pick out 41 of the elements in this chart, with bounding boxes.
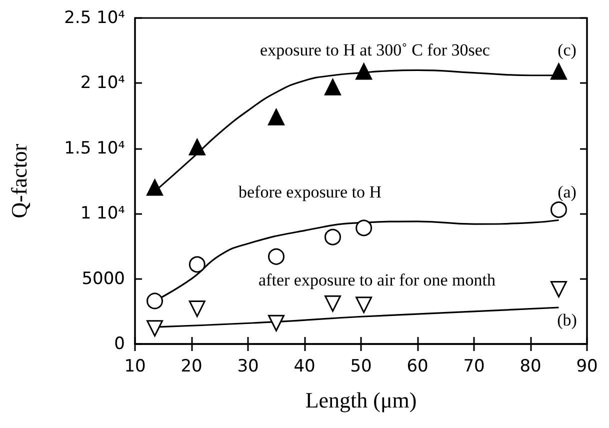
- y-tick-label: 1.5 10⁴: [64, 138, 126, 158]
- x-tick-label: 50: [350, 356, 372, 376]
- y-tick-label: 1 10⁴: [80, 204, 126, 224]
- annotation: (b): [557, 310, 577, 330]
- point: [188, 256, 206, 273]
- point: [324, 295, 341, 312]
- point: [268, 314, 284, 332]
- point: [324, 228, 341, 246]
- annotation: exposure to H at 300˚ C for 30sec: [260, 40, 490, 60]
- point: [188, 138, 206, 156]
- point: [550, 63, 567, 80]
- y-tick-label: 2 10⁴: [80, 73, 126, 94]
- point: [550, 280, 567, 298]
- x-tick-label: 80: [520, 356, 542, 376]
- point: [268, 108, 284, 126]
- point: [188, 300, 206, 318]
- annotation: after exposure to air for one month: [258, 270, 496, 290]
- x-axis-title: Length (μm): [305, 388, 417, 412]
- point: [356, 220, 372, 236]
- annotation: before exposure to H: [238, 182, 382, 202]
- x-tick-label: 20: [180, 356, 202, 376]
- y-tick-label: 0: [114, 334, 125, 354]
- point: [146, 320, 164, 337]
- y-tick-label: 5000: [82, 268, 125, 289]
- x-tick-label: 90: [576, 356, 598, 376]
- annotation: (c): [558, 40, 576, 60]
- y-axis-title: Q-factor: [6, 143, 32, 218]
- x-tick-label: 30: [237, 356, 259, 376]
- point: [550, 201, 567, 218]
- x-tick-label: 10: [124, 356, 146, 376]
- point: [356, 63, 372, 80]
- point: [146, 179, 164, 196]
- y-tick-label: 2.5 10⁴: [64, 8, 126, 28]
- point: [146, 292, 164, 310]
- point: [324, 78, 341, 96]
- point: [356, 296, 372, 314]
- annotation: (a): [558, 182, 576, 202]
- x-tick-label: 60: [406, 356, 428, 376]
- x-tick-label: 70: [463, 356, 485, 376]
- point: [268, 248, 284, 265]
- x-tick-label: 40: [294, 356, 316, 376]
